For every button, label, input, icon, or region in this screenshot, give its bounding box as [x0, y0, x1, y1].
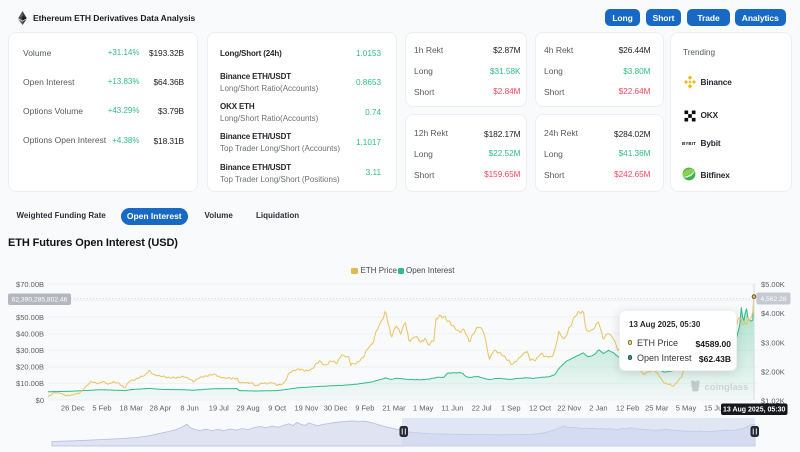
svg-text:18 Mar: 18 Mar [120, 404, 144, 413]
svg-text:$10.00B: $10.00B [16, 379, 44, 388]
svg-text:12 Oct: 12 Oct [529, 404, 552, 413]
svg-text:13 Aug 2025, 05:30: 13 Aug 2025, 05:30 [723, 407, 785, 414]
svg-text:BYBIT: BYBIT [682, 141, 696, 146]
svg-text:$50.00B: $50.00B [16, 313, 44, 322]
svg-text:21 Mar: 21 Mar [382, 404, 406, 413]
svg-text:9 Feb: 9 Feb [355, 404, 374, 413]
svg-text:coinglass: coinglass [705, 382, 749, 393]
svg-text:$70.00B: $70.00B [16, 280, 44, 289]
svg-text:11 Jun: 11 Jun [441, 404, 463, 413]
svg-text:$0: $0 [36, 396, 44, 405]
svg-text:62,390,285,802.46: 62,390,285,802.46 [12, 297, 68, 304]
svg-text:$40.00B: $40.00B [16, 330, 44, 339]
svg-text:28 Apr: 28 Apr [150, 404, 172, 413]
svg-text:29 Aug: 29 Aug [236, 404, 259, 413]
svg-text:$3.00K: $3.00K [761, 338, 785, 347]
svg-text:9 Oct: 9 Oct [268, 404, 287, 413]
svg-text:19 Nov: 19 Nov [295, 404, 319, 413]
svg-text:4,562.28: 4,562.28 [760, 296, 786, 303]
svg-text:$20.00B: $20.00B [16, 363, 44, 372]
svg-text:25 Mar: 25 Mar [645, 404, 669, 413]
svg-text:5 May: 5 May [676, 404, 697, 413]
svg-text:$4.00K: $4.00K [761, 309, 785, 318]
svg-text:19 Jul: 19 Jul [209, 404, 229, 413]
svg-text:5 Feb: 5 Feb [92, 404, 111, 413]
svg-text:26 Dec: 26 Dec [61, 404, 85, 413]
svg-text:$2.00K: $2.00K [761, 368, 785, 377]
svg-text:2 Jan: 2 Jan [589, 404, 607, 413]
svg-text:8 Jun: 8 Jun [180, 404, 198, 413]
svg-text:$1.02K: $1.02K [761, 396, 785, 405]
svg-text:$5.00K: $5.00K [761, 280, 785, 289]
svg-text:30 Dec: 30 Dec [324, 404, 348, 413]
svg-text:15 Jun: 15 Jun [704, 404, 727, 413]
svg-text:1 May: 1 May [413, 404, 434, 413]
svg-text:12 Feb: 12 Feb [616, 404, 639, 413]
svg-text:22 Nov: 22 Nov [557, 404, 581, 413]
svg-text:22 Jul: 22 Jul [472, 404, 492, 413]
svg-text:$30.00B: $30.00B [16, 346, 44, 355]
svg-text:1 Sep: 1 Sep [501, 404, 521, 413]
